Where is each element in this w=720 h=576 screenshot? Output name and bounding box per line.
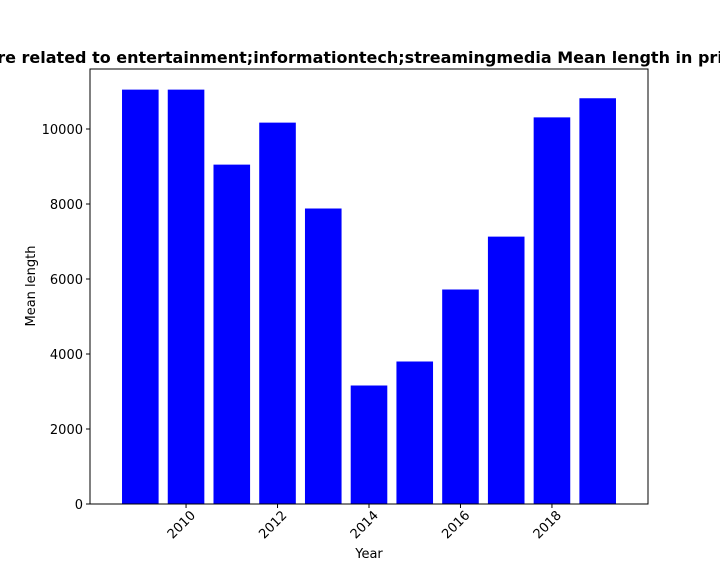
y-tick-label: 10000	[42, 123, 83, 138]
bar-2015	[396, 361, 434, 504]
y-tick-label: 6000	[50, 273, 83, 288]
bar-2016	[442, 289, 479, 504]
x-tick-label: 2012	[256, 508, 290, 542]
y-tick-label: 2000	[50, 423, 83, 438]
chart-title: re related to entertainment;informationt…	[0, 48, 720, 67]
bar-2012	[259, 122, 296, 504]
bar-2014	[350, 385, 388, 504]
x-tick-label: 2014	[348, 508, 382, 542]
y-axis-label: Mean length	[24, 246, 39, 327]
y-tick-label: 4000	[50, 348, 83, 363]
bars-group	[122, 89, 616, 504]
bar-2013	[304, 208, 342, 504]
bar-2010	[167, 89, 205, 504]
bar-2011	[213, 164, 251, 504]
bar-2019	[579, 98, 616, 504]
y-axis-ticks: 0 2000 4000 6000 8000 10000	[42, 123, 90, 513]
x-tick-label: 2010	[165, 508, 199, 542]
bar-2018	[533, 117, 571, 504]
y-tick-label: 8000	[50, 198, 83, 213]
bar-2009	[122, 89, 159, 504]
x-tick-label: 2016	[439, 508, 473, 542]
bar-2017	[487, 236, 525, 504]
x-axis-label: Year	[354, 547, 383, 562]
x-tick-label: 2018	[531, 508, 565, 542]
y-tick-label: 0	[75, 498, 83, 513]
x-axis-ticks: 2010 2012 2014 2016 2018	[165, 504, 565, 542]
